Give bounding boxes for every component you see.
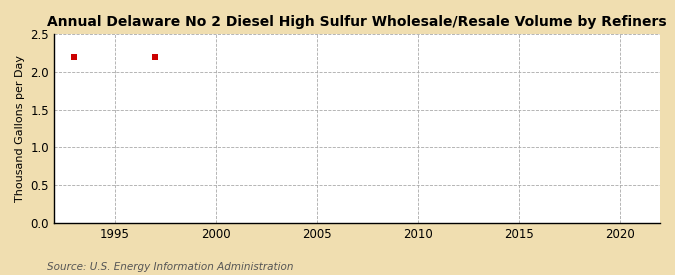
Point [150,55,161,59]
Text: Source: U.S. Energy Information Administration: Source: U.S. Energy Information Administ… [47,262,294,272]
Title: Annual Delaware No 2 Diesel High Sulfur Wholesale/Resale Volume by Refiners: Annual Delaware No 2 Diesel High Sulfur … [47,15,667,29]
Point [69,55,80,59]
Y-axis label: Thousand Gallons per Day: Thousand Gallons per Day [15,55,25,202]
